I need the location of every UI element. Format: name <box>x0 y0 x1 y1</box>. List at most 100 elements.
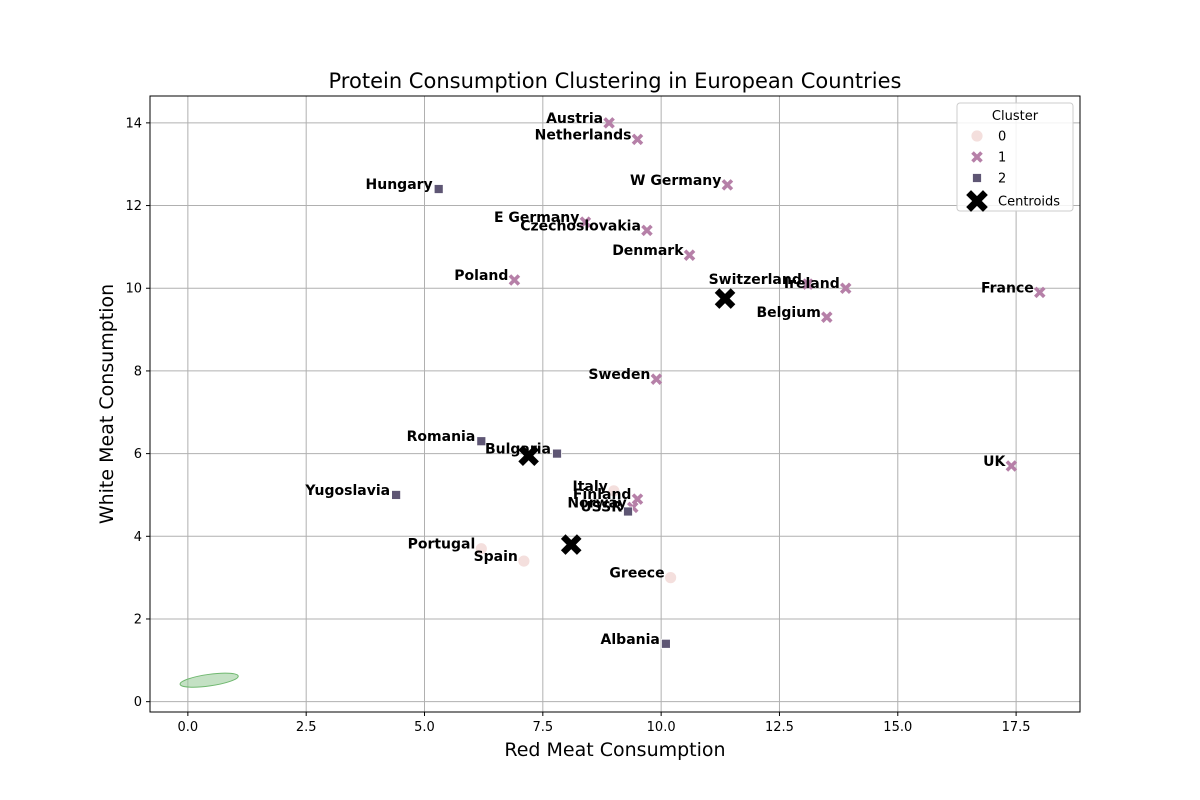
x-marker-stroke <box>641 224 653 237</box>
grid <box>150 96 1080 712</box>
data-point-cluster-2 <box>391 490 402 500</box>
point-label: Denmark <box>612 243 684 259</box>
data-point-cluster-1 <box>721 179 734 191</box>
data-point-cluster-1 <box>650 373 663 385</box>
point-label: Poland <box>454 268 508 284</box>
data-point-cluster-1 <box>802 278 814 290</box>
data-point-cluster-2 <box>552 448 562 459</box>
x-marker-stroke <box>650 373 663 385</box>
point-label: Albania <box>601 632 660 648</box>
data-point-cluster-1 <box>821 311 833 323</box>
data-point-cluster-2 <box>660 638 671 649</box>
point-label: Portugal <box>408 537 476 553</box>
data-point-cluster-1 <box>603 117 615 129</box>
x-marker-stroke <box>508 274 521 286</box>
data-point-cluster-2 <box>433 184 444 194</box>
point-label: Yugoslavia <box>304 483 390 499</box>
legend-label: Centroids <box>998 195 1060 210</box>
y-tick-label: 2 <box>134 612 142 627</box>
legend-title: Cluster <box>992 109 1039 124</box>
data-point-cluster-1 <box>1033 286 1046 299</box>
legend-marker <box>972 173 982 183</box>
point-label: Norway <box>567 495 626 511</box>
x-tick-label: 15.0 <box>883 720 912 735</box>
y-tick-label: 6 <box>134 447 142 462</box>
legend-label: 0 <box>998 130 1006 145</box>
y-tick-label: 14 <box>125 116 142 131</box>
data-point-cluster-0 <box>607 484 621 498</box>
data-point-cluster-2 <box>623 506 633 517</box>
point-label: E Germany <box>494 210 579 226</box>
x-marker-stroke <box>683 249 696 261</box>
point-label: Sweden <box>588 367 650 383</box>
points-layer <box>391 117 1046 649</box>
point-label: Greece <box>609 566 664 582</box>
point-label: UK <box>983 454 1006 470</box>
x-tick-label: 5.0 <box>414 720 435 735</box>
y-tick-label: 10 <box>125 282 142 297</box>
point-label: Italy <box>573 479 608 495</box>
point-label: Netherlands <box>535 127 632 143</box>
data-point-cluster-2 <box>476 436 487 447</box>
point-label: Czechoslovakia <box>520 218 641 234</box>
x-tick-label: 17.5 <box>1002 720 1031 735</box>
point-label: Finland <box>573 487 632 503</box>
data-point-cluster-0 <box>664 571 678 585</box>
x-marker-stroke <box>603 117 615 129</box>
point-label: Belgium <box>756 305 820 321</box>
data-point-cluster-0 <box>474 542 488 556</box>
y-tick-label: 4 <box>134 530 142 545</box>
x-marker-stroke <box>579 216 592 228</box>
x-marker-stroke <box>839 282 852 295</box>
x-marker-stroke <box>631 493 644 505</box>
chart-title: Protein Consumption Clustering in Europe… <box>329 69 902 93</box>
point-label: W Germany <box>630 173 721 189</box>
x-marker-stroke <box>821 311 833 323</box>
ellipse-layer <box>179 672 239 688</box>
centroid-marker <box>518 445 539 466</box>
legend-label: 1 <box>998 151 1006 166</box>
point-label: Switzerland <box>709 272 802 288</box>
centroid-marker <box>560 534 582 555</box>
legend-box <box>956 102 1074 212</box>
x-tick-label: 0.0 <box>178 720 199 735</box>
cluster-ellipse <box>179 672 239 688</box>
x-tick-label: 7.5 <box>532 720 553 735</box>
point-label: Romania <box>407 429 476 445</box>
centroid-marker <box>714 288 736 309</box>
centroid-stroke <box>560 534 582 555</box>
point-label: Hungary <box>366 177 433 193</box>
x-axis-label: Red Meat Consumption <box>504 739 725 761</box>
data-point-cluster-1 <box>683 249 696 261</box>
legend-label: 2 <box>998 172 1006 187</box>
x-marker-stroke <box>802 278 814 290</box>
y-tick-label: 12 <box>125 199 142 214</box>
legend-marker <box>966 190 988 212</box>
point-label: Ireland <box>784 276 840 292</box>
data-point-cluster-1 <box>631 133 644 146</box>
x-marker-stroke <box>971 151 983 163</box>
x-tick-label: 2.5 <box>296 720 317 735</box>
x-marker-stroke <box>1005 460 1018 472</box>
x-tick-label: 10.0 <box>647 720 676 735</box>
plot-frame <box>149 95 1081 713</box>
centroid-stroke <box>966 190 988 212</box>
legend: Cluster 0 1 2 Centroids <box>956 102 1074 212</box>
x-marker-stroke <box>631 133 644 146</box>
data-point-cluster-1 <box>1005 460 1018 472</box>
point-label: Bulgaria <box>485 442 551 458</box>
point-label: Austria <box>546 111 603 127</box>
x-marker-stroke <box>1033 286 1046 299</box>
legend-marker <box>971 151 983 163</box>
data-point-cluster-1 <box>631 493 644 505</box>
y-tick-label: 0 <box>134 695 142 710</box>
y-tick-label: 8 <box>134 364 142 379</box>
y-axis-label: White Meat Consumption <box>96 284 118 524</box>
centroid-stroke <box>518 445 539 466</box>
data-point-cluster-1 <box>508 274 521 286</box>
point-label: France <box>981 280 1034 296</box>
data-point-cluster-1 <box>579 216 592 228</box>
